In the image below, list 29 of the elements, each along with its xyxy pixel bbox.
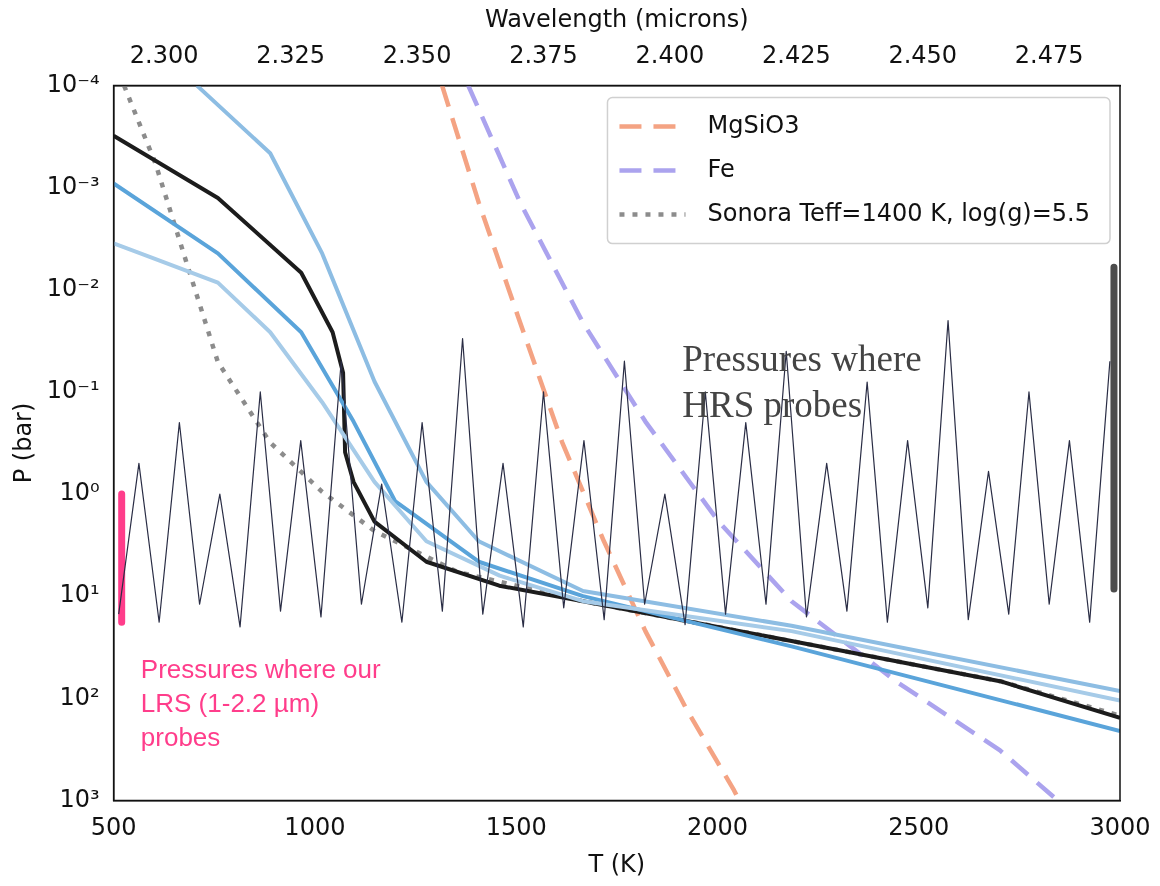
x2-tick-label: 2.400: [635, 41, 705, 70]
legend-label: Fe: [707, 154, 735, 183]
y-axis-title: P (bar): [8, 402, 37, 484]
y-tick-label: 10⁰: [59, 478, 100, 507]
x-tick-label: 2000: [686, 813, 748, 842]
legend-label: Sonora Teff=1400 K, log(g)=5.5: [707, 198, 1091, 227]
x-tick-label: 1500: [485, 813, 547, 842]
y-tick-label: 10²: [59, 682, 100, 711]
x-axis-title: T (K): [587, 849, 646, 878]
y-tick-label: 10⁻¹: [46, 376, 100, 405]
y-tick-label: 10⁻³: [46, 171, 100, 200]
x2-tick-label: 2.425: [761, 41, 831, 70]
x2-axis-title: Wavelength (microns): [484, 4, 749, 33]
y-tick-label: 10¹: [59, 580, 100, 609]
y-tick-label: 10⁻⁴: [46, 69, 100, 98]
x-tick-label: 3000: [1089, 813, 1151, 842]
x2-tick-label: 2.325: [256, 41, 325, 70]
x-tick-label: 1000: [284, 813, 346, 842]
y-tick-label: 10⁻²: [46, 274, 100, 303]
x2-tick-label: 2.350: [382, 41, 452, 70]
x2-tick-label: 2.475: [1014, 41, 1084, 70]
x-tick-label: 500: [90, 813, 137, 842]
x2-tick-label: 2.450: [888, 41, 958, 70]
x2-tick-label: 2.375: [509, 41, 578, 70]
x-tick-label: 2500: [888, 813, 950, 842]
annotation: Pressures where our LRS (1-2.2 µm) probes: [140, 653, 382, 752]
legend-label: MgSiO3: [707, 110, 800, 139]
x2-tick-label: 2.300: [129, 41, 199, 70]
y-tick-label: 10³: [59, 784, 100, 813]
